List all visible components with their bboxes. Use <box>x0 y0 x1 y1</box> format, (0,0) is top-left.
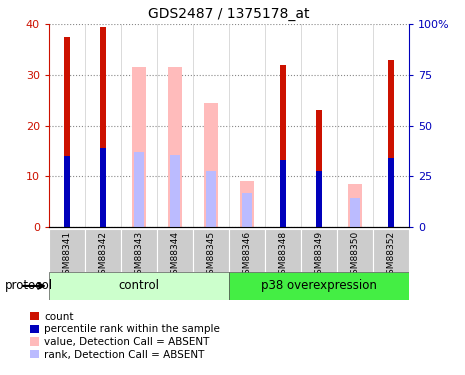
Bar <box>204 103 218 227</box>
Bar <box>100 27 106 227</box>
Bar <box>121 229 157 272</box>
Bar <box>134 152 144 227</box>
Bar <box>229 229 265 272</box>
Bar <box>132 68 146 227</box>
Bar <box>316 110 322 227</box>
Bar <box>301 229 337 272</box>
Bar <box>100 148 106 227</box>
Bar <box>240 182 254 227</box>
Bar <box>316 171 322 227</box>
Title: GDS2487 / 1375178_at: GDS2487 / 1375178_at <box>148 7 310 21</box>
Bar <box>85 229 121 272</box>
Text: protocol: protocol <box>5 279 53 292</box>
Text: GSM88350: GSM88350 <box>351 231 359 280</box>
Bar <box>337 229 373 272</box>
Bar <box>388 60 394 227</box>
Bar <box>388 158 394 227</box>
Legend: count, percentile rank within the sample, value, Detection Call = ABSENT, rank, : count, percentile rank within the sample… <box>28 311 221 361</box>
Text: GSM88352: GSM88352 <box>387 231 396 280</box>
Bar <box>168 68 182 227</box>
Bar <box>242 194 252 227</box>
Text: GSM88348: GSM88348 <box>279 231 287 280</box>
Bar <box>170 155 180 227</box>
Text: GSM88344: GSM88344 <box>171 231 179 280</box>
Bar <box>373 229 409 272</box>
Bar <box>193 229 229 272</box>
Bar <box>157 229 193 272</box>
Bar <box>265 229 301 272</box>
Text: GSM88346: GSM88346 <box>243 231 252 280</box>
Bar <box>350 198 360 227</box>
Text: GSM88345: GSM88345 <box>206 231 215 280</box>
Bar <box>49 229 85 272</box>
Bar <box>49 272 229 300</box>
Text: control: control <box>119 279 159 292</box>
Bar <box>64 156 70 227</box>
Text: GSM88341: GSM88341 <box>62 231 71 280</box>
Bar <box>280 65 286 227</box>
Text: GSM88342: GSM88342 <box>99 231 107 280</box>
Bar <box>229 272 409 300</box>
Text: GSM88343: GSM88343 <box>134 231 143 280</box>
Text: GSM88349: GSM88349 <box>315 231 324 280</box>
Bar <box>64 37 70 227</box>
Bar <box>280 160 286 227</box>
Text: p38 overexpression: p38 overexpression <box>261 279 377 292</box>
Bar <box>206 171 216 227</box>
Bar <box>348 184 362 227</box>
